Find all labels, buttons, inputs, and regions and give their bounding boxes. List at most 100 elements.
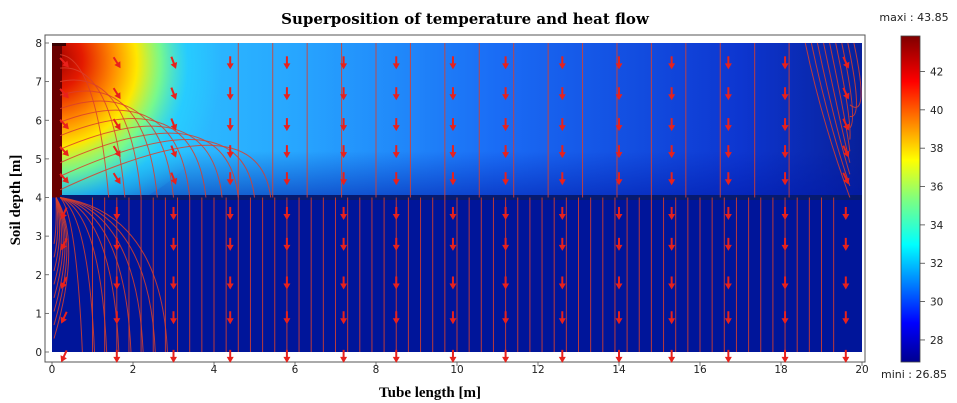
x-tick-label: 8 [373, 364, 380, 376]
flow-arrow [112, 56, 121, 69]
flow-arrow-head [843, 150, 850, 158]
flow-arrow [340, 56, 348, 70]
streamline-drop [59, 197, 132, 353]
flow-arrow [449, 87, 457, 101]
flow-arrow-head [113, 213, 121, 220]
streamline-fan [60, 54, 110, 198]
flow-arrow-head [226, 356, 234, 363]
flow-arrow-head [449, 318, 457, 325]
flow-arrow [615, 145, 623, 159]
flow-arrow-head [724, 152, 732, 159]
flow-arrow-head [392, 152, 400, 159]
flow-arrow-head [781, 152, 789, 159]
flow-arrow [340, 311, 348, 325]
flow-arrow-head [392, 213, 400, 220]
flow-arrow [340, 206, 348, 220]
flow-arrow-head [114, 177, 121, 185]
flow-arrow [392, 349, 400, 363]
flow-arrow-head [340, 94, 348, 101]
flow-arrow [283, 349, 291, 363]
flow-arrow-head [340, 125, 348, 132]
flow-arrow-head [170, 61, 178, 69]
flow-arrow-head [558, 179, 566, 186]
colorbar-tick-label: 34 [930, 220, 944, 232]
flow-arrow-head [114, 92, 121, 100]
streamline-drop [60, 197, 156, 353]
x-tick-label: 20 [855, 364, 868, 376]
y-tick-label: 1 [35, 308, 42, 320]
flow-arrow-head [558, 318, 566, 325]
flow-arrow-head [615, 318, 623, 325]
flow-arrow [502, 206, 510, 220]
flow-arrow [668, 118, 676, 132]
flow-arrow-head [781, 63, 789, 70]
flow-arrow [226, 237, 234, 251]
flow-arrow [392, 172, 400, 186]
flow-arrow [724, 311, 732, 325]
flow-arrow-head [781, 356, 789, 363]
flow-arrow-head [842, 244, 850, 251]
colorbar-tick-label: 30 [930, 297, 943, 309]
flow-arrow-head [724, 318, 732, 325]
flow-arrow [724, 56, 732, 70]
streamline-bend [53, 197, 59, 258]
x-tick-label: 4 [211, 364, 218, 376]
flow-arrow-head [558, 94, 566, 101]
flow-arrow-head [283, 283, 291, 290]
flow-arrow [668, 206, 676, 220]
flow-arrow-head [449, 283, 457, 290]
flow-arrow-head [449, 125, 457, 132]
flow-arrow-head [781, 244, 789, 251]
flow-arrow [59, 119, 69, 130]
x-tick-label: 16 [693, 364, 707, 376]
y-axis-label-text: Soil depth [8, 180, 24, 245]
y-axis-label-unit: [m] [8, 155, 24, 178]
flow-arrow [226, 87, 234, 101]
flow-arrow-head [558, 63, 566, 70]
flow-arrow [558, 311, 566, 325]
flow-arrow [449, 206, 457, 220]
flow-arrow-head [558, 213, 566, 220]
flow-arrow [170, 87, 178, 100]
hot-source-strip [52, 43, 62, 198]
flow-arrow [170, 145, 178, 158]
colorbar-tick-label: 28 [930, 335, 943, 347]
chart-title: Superposition of temperature and heat fl… [281, 10, 650, 28]
flow-arrow-head [392, 244, 400, 251]
flow-arrow-head [226, 179, 234, 186]
flow-arrow [615, 87, 623, 101]
streamline-bend [53, 197, 70, 339]
flow-arrow [226, 311, 234, 325]
flow-arrow [615, 349, 623, 363]
flow-arrow-head [668, 283, 676, 290]
flow-arrow-head [842, 213, 850, 220]
flow-arrow [502, 56, 510, 70]
flow-arrow [558, 237, 566, 251]
flow-arrow-head [226, 152, 234, 159]
flow-arrow-head [615, 356, 623, 363]
flow-arrow [283, 172, 291, 186]
flow-arrow [392, 276, 400, 290]
streamline-right [829, 42, 851, 152]
flow-arrow-head [170, 177, 178, 185]
flow-arrow-head [283, 244, 291, 251]
flow-arrow [781, 311, 789, 325]
flow-arrow-head [558, 283, 566, 290]
flow-arrow [113, 276, 121, 290]
soil-interface-line [60, 195, 863, 200]
y-tick-label: 0 [35, 347, 42, 359]
flow-arrow-head [502, 244, 510, 251]
flow-arrow [558, 349, 566, 363]
flow-arrow [615, 56, 623, 70]
flow-arrow-head [449, 179, 457, 186]
flow-arrow [392, 118, 400, 132]
flow-arrow-head [62, 176, 69, 184]
flow-arrow-head [392, 125, 400, 132]
flow-arrow [60, 207, 68, 220]
flow-arrow-head [114, 150, 121, 158]
flow-arrow-head [842, 318, 850, 325]
flow-arrow [724, 206, 732, 220]
x-axis-label-unit: [m] [458, 385, 481, 401]
flow-arrow-head [392, 318, 400, 325]
streamline-right [810, 42, 851, 187]
